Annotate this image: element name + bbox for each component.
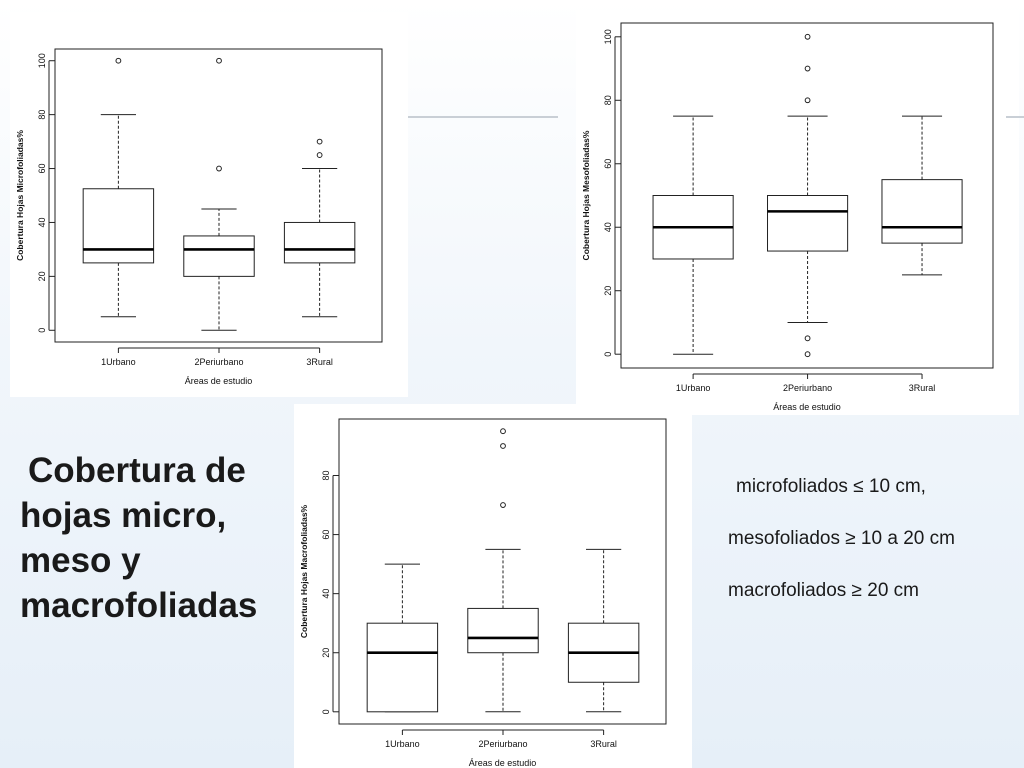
x-axis-label: Áreas de estudio — [469, 758, 537, 768]
y-axis-label: Cobertura Hojas Mesofoliadas% — [581, 130, 591, 260]
x-tick-label: 3Rural — [590, 739, 617, 749]
title-line: hojas micro, — [20, 496, 227, 535]
x-tick-label: 3Rural — [909, 383, 936, 393]
outlier-point — [115, 57, 122, 64]
y-tick-label: 100 — [603, 29, 613, 44]
y-tick-label: 60 — [603, 159, 613, 169]
box-iqr — [82, 188, 155, 264]
note-mesofoliados: mesofoliados ≥ 10 a 20 cm — [728, 528, 955, 549]
note-macrofoliados: macrofoliados ≥ 20 cm — [728, 580, 920, 601]
chart-panel-macrofoliadas: 0 20 40 60 80 Cobertura Hojas Macrofoliadas% 1… — [294, 404, 692, 768]
title-line: meso y — [20, 541, 141, 580]
y-tick-label: 60 — [37, 164, 47, 174]
y-tick-label: 40 — [603, 222, 613, 232]
y-tick-label: 0 — [603, 352, 613, 357]
box-iqr — [467, 607, 539, 654]
x-tick-label: 1Urbano — [385, 739, 420, 749]
box-iqr — [366, 622, 439, 713]
x-tick-label: 1Urbano — [676, 383, 711, 393]
box-iqr — [881, 179, 963, 244]
outlier-point — [216, 165, 222, 172]
outlier-point — [500, 502, 506, 508]
plot-frame — [54, 48, 383, 343]
outlier-point — [316, 138, 323, 145]
y-tick-label: 0 — [37, 328, 47, 333]
title-line: macrofoliadas — [20, 586, 258, 625]
outlier-point — [500, 443, 506, 449]
note-microfoliados: microfoliados ≤ 10 cm, — [736, 476, 926, 497]
y-tick-label: 80 — [603, 95, 613, 105]
x-axis-label: Áreas de estudio — [185, 376, 253, 386]
outlier-point — [500, 428, 506, 435]
divider-line — [408, 116, 558, 118]
outlier-point — [804, 65, 811, 72]
y-tick-label: 40 — [321, 589, 331, 599]
divider-line — [1006, 116, 1024, 118]
box-iqr — [767, 195, 849, 252]
leaf-size-notes: microfoliados ≤ 10 cm, mesofoliados ≥ 10… — [728, 474, 1018, 630]
plot-frame — [338, 418, 667, 725]
box-iqr — [283, 221, 356, 264]
y-tick-label: 40 — [37, 217, 47, 227]
x-tick-label: 3Rural — [306, 357, 333, 367]
boxplot-macrofoliadas: 0 20 40 60 80 Cobertura Hojas Macrofoliadas% 1… — [299, 418, 667, 768]
y-tick-label: 100 — [37, 53, 47, 68]
y-axis-label: Cobertura Hojas Microfoliadas% — [15, 130, 25, 261]
x-tick-label: 1Urbano — [101, 357, 136, 367]
y-tick-label: 20 — [603, 286, 613, 296]
outlier-point — [804, 97, 811, 104]
y-tick-label: 80 — [37, 110, 47, 120]
boxplot-mesofoliadas: 0 20 40 60 80 100 Cobertura Hojas Mesofoliadas… — [581, 22, 994, 412]
x-tick-label: 2Periurbano — [194, 357, 243, 367]
y-tick-label: 0 — [321, 709, 331, 714]
y-tick-label: 20 — [321, 648, 331, 658]
x-axis-label: Áreas de estudio — [773, 402, 841, 412]
title-line: Cobertura de — [28, 451, 246, 490]
boxplot-microfoliadas: 0 20 40 60 80 100 Cobertura Hojas Microfoliada… — [15, 48, 383, 386]
outlier-point — [316, 152, 323, 158]
outlier-point — [804, 335, 811, 342]
box-iqr — [183, 235, 255, 277]
chart-panel-mesofoliadas: 0 20 40 60 80 100 Cobertura Hojas Mesofoliadas… — [576, 10, 1019, 415]
y-axis-label: Cobertura Hojas Macrofoliadas% — [299, 504, 309, 638]
outlier-point — [216, 57, 222, 64]
x-tick-label: 2Periurbano — [783, 383, 832, 393]
y-tick-label: 80 — [321, 470, 331, 480]
outlier-point — [804, 33, 811, 40]
chart-panel-microfoliadas: 0 20 40 60 80 100 Cobertura Hojas Microfoliada… — [10, 12, 408, 397]
x-tick-label: 2Periurbano — [478, 739, 527, 749]
y-tick-label: 60 — [321, 530, 331, 540]
slide-title: Cobertura de hojas micro, meso y macrofo… — [20, 448, 290, 628]
y-tick-label: 20 — [37, 271, 47, 281]
outlier-point — [804, 351, 811, 358]
plot-frame — [620, 22, 994, 369]
